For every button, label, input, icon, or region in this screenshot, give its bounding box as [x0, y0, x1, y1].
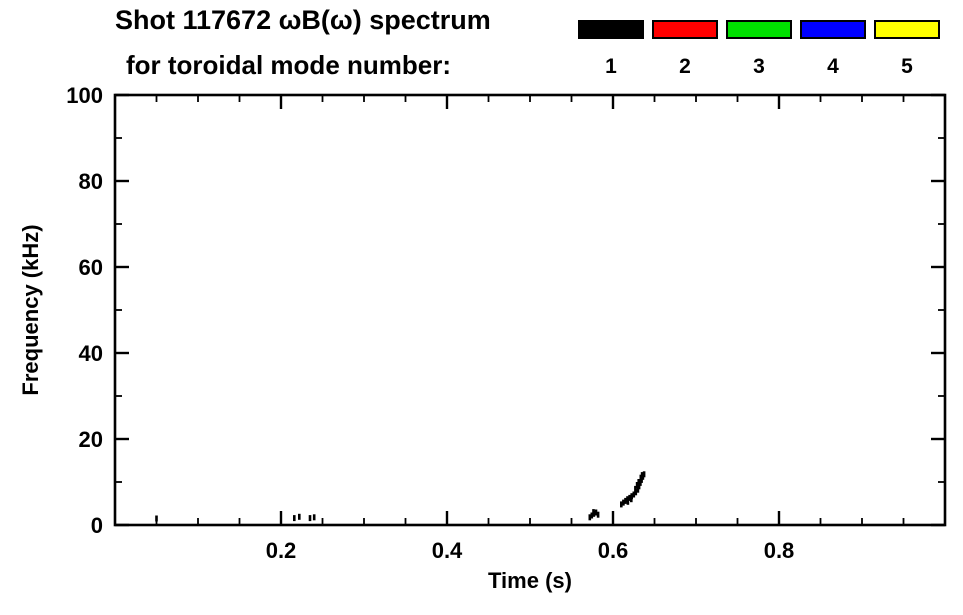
data-mark	[637, 483, 641, 490]
plot-frame	[113, 93, 947, 527]
data-mark	[596, 511, 600, 518]
data-mark	[622, 499, 625, 506]
data-mark	[308, 515, 312, 522]
legend-label-mode-3: 3	[753, 55, 765, 78]
legend-label-mode-4: 4	[827, 55, 839, 78]
data-mark	[634, 489, 638, 496]
data-mark	[590, 512, 594, 519]
legend-swatch-mode-4	[800, 20, 866, 39]
y-tick-label: 20	[79, 427, 103, 452]
legend-label-mode-5: 5	[901, 55, 913, 78]
legend-swatch-mode-3	[726, 20, 792, 39]
legend-swatch-mode-1	[578, 20, 644, 39]
legend-labels: 1 2 3 4 5	[578, 55, 940, 79]
data-mark	[628, 494, 631, 501]
data-mark	[640, 476, 643, 483]
legend-label-mode-1: 1	[605, 55, 617, 78]
x-tick-label: 0.4	[432, 538, 463, 563]
data-mark	[624, 497, 627, 504]
data-mark	[632, 491, 636, 498]
data-mark	[592, 510, 596, 517]
legend-label-mode-2: 2	[679, 55, 691, 78]
data-mark	[642, 471, 646, 478]
x-axis-title: Time (s)	[488, 568, 572, 593]
data-mark	[312, 514, 316, 521]
data-mark	[293, 515, 296, 522]
y-axis-title: Frequency (kHz)	[18, 224, 43, 395]
data-mark	[636, 486, 640, 493]
y-tick-label: 100	[66, 83, 103, 108]
legend-swatch-mode-5	[874, 20, 940, 39]
chart-title: Shot 117672 ωB(ω) spectrum	[115, 5, 491, 35]
data-mark	[626, 498, 630, 505]
chart-subtitle: for toroidal mode number:	[126, 50, 451, 80]
data-mark	[155, 515, 158, 522]
x-tick-label: 0.2	[266, 538, 297, 563]
data-mark	[588, 514, 592, 521]
y-tick-label: 0	[91, 513, 103, 538]
legend-swatches	[578, 20, 940, 39]
data-mark	[620, 501, 623, 508]
legend-swatch-mode-2	[652, 20, 718, 39]
data-mark	[298, 513, 301, 520]
data-mark	[594, 509, 598, 516]
data-mark	[634, 485, 637, 492]
data-mark	[630, 493, 633, 500]
x-tick-label: 0.6	[598, 538, 629, 563]
y-tick-label: 80	[79, 169, 103, 194]
y-tick-label: 40	[79, 341, 103, 366]
y-tick-label: 60	[79, 255, 103, 280]
data-mark	[637, 479, 640, 485]
x-tick-label: 0.8	[764, 538, 795, 563]
data-mark	[635, 482, 639, 488]
